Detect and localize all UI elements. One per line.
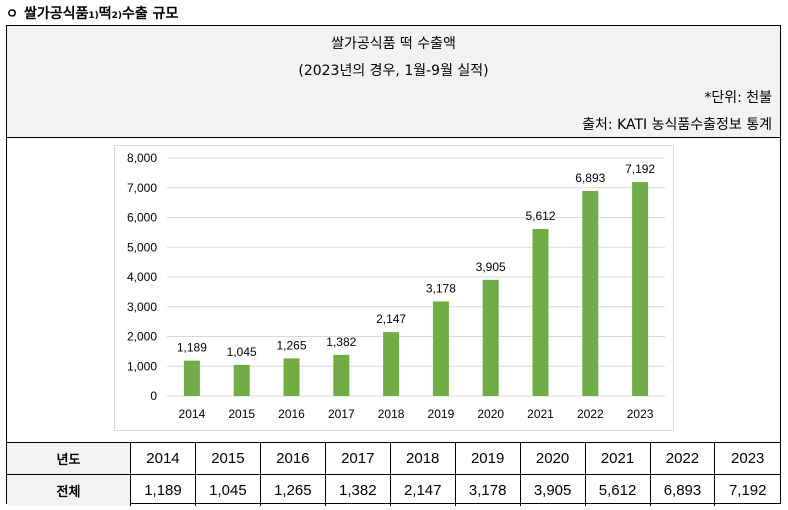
- data-label: 2,147: [376, 312, 406, 326]
- x-tick-label: 2017: [328, 407, 355, 421]
- value-cell: 5,612: [584, 474, 651, 506]
- value-cell: 3,178: [454, 474, 521, 506]
- y-tick-label: 5,000: [127, 240, 157, 254]
- data-label: 3,905: [476, 260, 506, 274]
- year-cell: 2021: [584, 442, 651, 475]
- y-tick-label: 4,000: [127, 270, 157, 284]
- data-label: 1,265: [276, 338, 306, 352]
- footnote-ref-2: 2): [111, 11, 123, 21]
- value-cell: 1,382: [324, 474, 391, 506]
- year-cell: 2018: [389, 442, 456, 475]
- x-tick-label: 2014: [179, 407, 206, 421]
- data-label: 1,189: [177, 341, 207, 355]
- y-tick-label: 8,000: [127, 151, 157, 165]
- y-tick-label: 2,000: [127, 330, 157, 344]
- bar-2019: [432, 301, 449, 396]
- value-cell: 3,905: [519, 474, 586, 506]
- y-tick-label: 3,000: [127, 300, 157, 314]
- data-label: 5,612: [525, 209, 555, 223]
- x-tick-label: 2023: [627, 407, 654, 421]
- bar-chart: 0 1,000 2,000 3,000 4,000 5,000 6,000 7,000 8,00…: [114, 145, 674, 431]
- heading-part3: 수출 규모: [122, 6, 179, 22]
- bar-2020: [482, 279, 499, 396]
- bar-2021: [532, 229, 549, 396]
- year-cell: 2016: [259, 442, 326, 475]
- bullet-icon: ㅇ: [6, 7, 18, 22]
- heading-part2: 떡: [98, 6, 112, 22]
- x-tick-label: 2018: [378, 407, 405, 421]
- value-cell: 2,147: [389, 474, 456, 506]
- source-note: 출처: KATI 농식품수출정보 통계: [582, 117, 772, 133]
- year-cell: 2014: [130, 442, 196, 475]
- x-tick-label: 2021: [527, 407, 554, 421]
- x-tick-label: 2016: [278, 407, 305, 421]
- figure-title: 쌀가공식품 떡 수출액: [331, 36, 456, 52]
- y-tick-label: 1,000: [127, 359, 157, 373]
- year-cell: 2017: [324, 442, 391, 475]
- table-row-label: 전체: [7, 474, 131, 506]
- year-cell: 2019: [454, 442, 521, 475]
- footnote-ref-1: 1): [88, 11, 99, 21]
- table-header-row: 년도 2014 2015 2016 2017 2018 2019 2020 20…: [7, 442, 780, 475]
- year-cell: 2015: [194, 442, 261, 475]
- bar-2017: [333, 354, 350, 396]
- figure-header: 쌀가공식품 떡 수출액 (2023년의 경우, 1월-9월 실적) *단위: 천…: [7, 26, 780, 138]
- data-label: 1,045: [227, 345, 257, 359]
- value-cell: 1,189: [130, 474, 196, 506]
- x-tick-label: 2015: [228, 407, 255, 421]
- x-tick-label: 2020: [477, 407, 504, 421]
- unit-note: *단위: 천불: [704, 90, 772, 106]
- y-tick-label: 0: [150, 389, 157, 403]
- data-label: 6,893: [575, 171, 605, 185]
- y-tick-label: 6,000: [127, 211, 157, 225]
- bar-2014: [183, 360, 200, 396]
- section-heading: ㅇ 쌀가공식품 1) 떡 2) 수출 규모: [6, 3, 178, 23]
- heading-part1: 쌀가공식품: [23, 6, 89, 22]
- bar-2015: [233, 364, 250, 396]
- table-value-row: 전체 1,189 1,045 1,265 1,382 2,147 3,178 3…: [7, 474, 780, 506]
- export-data-table: 년도 2014 2015 2016 2017 2018 2019 2020 20…: [7, 442, 780, 506]
- export-figure-frame: 쌀가공식품 떡 수출액 (2023년의 경우, 1월-9월 실적) *단위: 천…: [6, 25, 781, 506]
- value-cell: 1,265: [259, 474, 326, 506]
- year-cell: 2022: [649, 442, 716, 475]
- bar-chart-svg: 0 1,000 2,000 3,000 4,000 5,000 6,000 7,000 8,00…: [127, 151, 665, 421]
- x-tick-label: 2022: [577, 407, 604, 421]
- figure-subtitle: (2023년의 경우, 1월-9월 실적): [298, 63, 489, 79]
- data-label: 1,382: [326, 335, 356, 349]
- year-cell: 2020: [519, 442, 586, 475]
- x-tick-label: 2019: [428, 407, 455, 421]
- table-header-label: 년도: [7, 442, 131, 475]
- value-cell: 1,045: [194, 474, 261, 506]
- bar-2023: [632, 182, 649, 396]
- bar-2018: [383, 332, 400, 396]
- bar-2016: [283, 358, 300, 396]
- value-cell: 7,192: [714, 474, 780, 506]
- data-label: 3,178: [426, 281, 456, 295]
- year-cell: 2023: [714, 442, 780, 475]
- y-tick-label: 7,000: [127, 181, 157, 195]
- data-label: 7,192: [625, 162, 655, 176]
- value-cell: 6,893: [649, 474, 716, 506]
- bar-2022: [582, 190, 599, 396]
